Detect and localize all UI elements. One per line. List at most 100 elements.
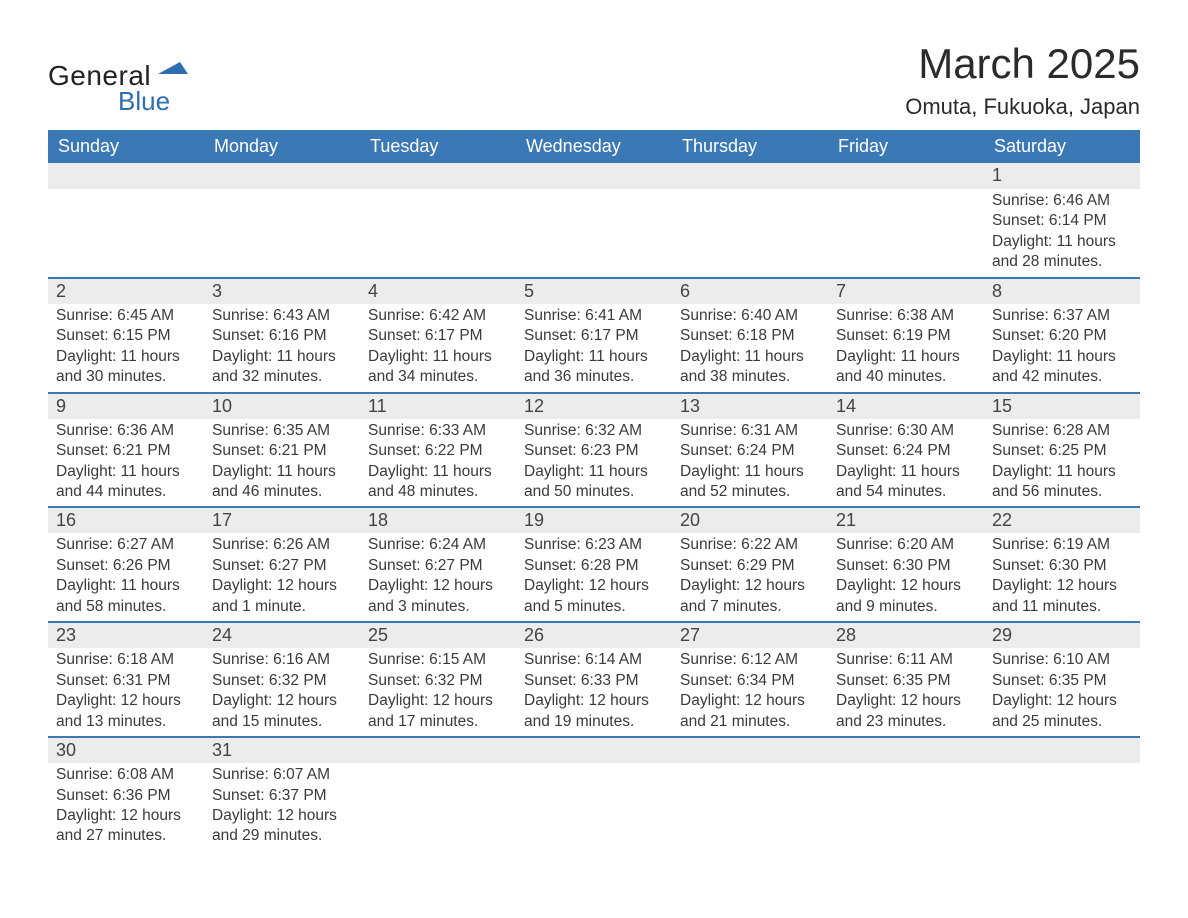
day-number-cell: 10 [204, 393, 360, 419]
sunset-text: Sunset: 6:21 PM [212, 441, 352, 461]
calendar-page: General Blue March 2025 Omuta, Fukuoka, … [48, 40, 1140, 851]
day-number-cell: 1 [984, 163, 1140, 189]
daynum-row: 1 [48, 163, 1140, 189]
daylight-text-1: Daylight: 12 hours [56, 691, 196, 711]
sunset-text: Sunset: 6:29 PM [680, 556, 820, 576]
title-block: March 2025 Omuta, Fukuoka, Japan [905, 40, 1140, 120]
day-number-cell: 31 [204, 737, 360, 763]
day-detail-cell: Sunrise: 6:23 AMSunset: 6:28 PMDaylight:… [516, 533, 672, 622]
day-detail-cell: Sunrise: 6:24 AMSunset: 6:27 PMDaylight:… [360, 533, 516, 622]
sunset-text: Sunset: 6:30 PM [836, 556, 976, 576]
sunrise-text: Sunrise: 6:12 AM [680, 650, 820, 670]
day-number-cell: 17 [204, 507, 360, 533]
daylight-text-1: Daylight: 12 hours [524, 576, 664, 596]
sunset-text: Sunset: 6:16 PM [212, 326, 352, 346]
daylight-text-2: and 9 minutes. [836, 597, 976, 617]
weekday-header: Sunday [48, 130, 204, 163]
daylight-text-2: and 23 minutes. [836, 712, 976, 732]
sunrise-text: Sunrise: 6:36 AM [56, 421, 196, 441]
detail-row: Sunrise: 6:08 AMSunset: 6:36 PMDaylight:… [48, 763, 1140, 851]
day-number-cell [828, 737, 984, 763]
day-number-cell: 2 [48, 278, 204, 304]
day-number-cell: 8 [984, 278, 1140, 304]
daylight-text-1: Daylight: 11 hours [524, 347, 664, 367]
day-detail-cell [516, 189, 672, 278]
day-number-cell: 6 [672, 278, 828, 304]
day-detail-cell: Sunrise: 6:08 AMSunset: 6:36 PMDaylight:… [48, 763, 204, 851]
sunrise-text: Sunrise: 6:27 AM [56, 535, 196, 555]
sunset-text: Sunset: 6:17 PM [368, 326, 508, 346]
sunset-text: Sunset: 6:28 PM [524, 556, 664, 576]
day-detail-cell: Sunrise: 6:40 AMSunset: 6:18 PMDaylight:… [672, 304, 828, 393]
day-detail-cell [204, 189, 360, 278]
day-detail-cell: Sunrise: 6:32 AMSunset: 6:23 PMDaylight:… [516, 419, 672, 508]
sunset-text: Sunset: 6:35 PM [836, 671, 976, 691]
day-number-cell: 20 [672, 507, 828, 533]
day-detail-cell [984, 763, 1140, 851]
daylight-text-1: Daylight: 12 hours [524, 691, 664, 711]
daylight-text-2: and 13 minutes. [56, 712, 196, 732]
day-detail-cell: Sunrise: 6:15 AMSunset: 6:32 PMDaylight:… [360, 648, 516, 737]
daylight-text-2: and 19 minutes. [524, 712, 664, 732]
daylight-text-1: Daylight: 11 hours [524, 462, 664, 482]
day-detail-cell: Sunrise: 6:43 AMSunset: 6:16 PMDaylight:… [204, 304, 360, 393]
sunset-text: Sunset: 6:31 PM [56, 671, 196, 691]
daylight-text-1: Daylight: 11 hours [992, 462, 1132, 482]
sunrise-text: Sunrise: 6:28 AM [992, 421, 1132, 441]
daylight-text-1: Daylight: 11 hours [56, 347, 196, 367]
day-detail-cell [360, 763, 516, 851]
daylight-text-1: Daylight: 11 hours [836, 347, 976, 367]
daylight-text-2: and 30 minutes. [56, 367, 196, 387]
day-number-cell: 28 [828, 622, 984, 648]
detail-row: Sunrise: 6:18 AMSunset: 6:31 PMDaylight:… [48, 648, 1140, 737]
day-detail-cell: Sunrise: 6:33 AMSunset: 6:22 PMDaylight:… [360, 419, 516, 508]
weekday-header: Wednesday [516, 130, 672, 163]
daylight-text-1: Daylight: 12 hours [212, 806, 352, 826]
day-detail-cell: Sunrise: 6:38 AMSunset: 6:19 PMDaylight:… [828, 304, 984, 393]
daylight-text-2: and 34 minutes. [368, 367, 508, 387]
daynum-row: 2345678 [48, 278, 1140, 304]
day-number-cell: 24 [204, 622, 360, 648]
day-number-cell: 14 [828, 393, 984, 419]
day-number-cell: 12 [516, 393, 672, 419]
daylight-text-2: and 7 minutes. [680, 597, 820, 617]
daylight-text-2: and 46 minutes. [212, 482, 352, 502]
day-detail-cell: Sunrise: 6:30 AMSunset: 6:24 PMDaylight:… [828, 419, 984, 508]
day-detail-cell: Sunrise: 6:35 AMSunset: 6:21 PMDaylight:… [204, 419, 360, 508]
weekday-header: Monday [204, 130, 360, 163]
day-detail-cell [828, 763, 984, 851]
day-number-cell: 15 [984, 393, 1140, 419]
day-detail-cell: Sunrise: 6:14 AMSunset: 6:33 PMDaylight:… [516, 648, 672, 737]
day-detail-cell [672, 763, 828, 851]
daylight-text-1: Daylight: 12 hours [836, 691, 976, 711]
sunset-text: Sunset: 6:27 PM [212, 556, 352, 576]
page-title: March 2025 [905, 40, 1140, 88]
day-detail-cell: Sunrise: 6:45 AMSunset: 6:15 PMDaylight:… [48, 304, 204, 393]
header-row: General Blue March 2025 Omuta, Fukuoka, … [48, 40, 1140, 120]
sunset-text: Sunset: 6:24 PM [680, 441, 820, 461]
daylight-text-1: Daylight: 11 hours [368, 462, 508, 482]
day-detail-cell: Sunrise: 6:41 AMSunset: 6:17 PMDaylight:… [516, 304, 672, 393]
sunset-text: Sunset: 6:33 PM [524, 671, 664, 691]
daylight-text-2: and 28 minutes. [992, 252, 1132, 272]
day-detail-cell [672, 189, 828, 278]
daylight-text-1: Daylight: 12 hours [992, 576, 1132, 596]
day-detail-cell: Sunrise: 6:22 AMSunset: 6:29 PMDaylight:… [672, 533, 828, 622]
day-number-cell: 30 [48, 737, 204, 763]
day-number-cell: 18 [360, 507, 516, 533]
sunset-text: Sunset: 6:19 PM [836, 326, 976, 346]
sunrise-text: Sunrise: 6:18 AM [56, 650, 196, 670]
weekday-header: Saturday [984, 130, 1140, 163]
daylight-text-1: Daylight: 12 hours [680, 691, 820, 711]
day-number-cell [672, 163, 828, 189]
sunset-text: Sunset: 6:24 PM [836, 441, 976, 461]
sunset-text: Sunset: 6:27 PM [368, 556, 508, 576]
day-detail-cell [516, 763, 672, 851]
day-number-cell [360, 163, 516, 189]
day-number-cell: 19 [516, 507, 672, 533]
sunset-text: Sunset: 6:37 PM [212, 786, 352, 806]
day-number-cell: 25 [360, 622, 516, 648]
sunrise-text: Sunrise: 6:08 AM [56, 765, 196, 785]
sunset-text: Sunset: 6:25 PM [992, 441, 1132, 461]
sunrise-text: Sunrise: 6:32 AM [524, 421, 664, 441]
